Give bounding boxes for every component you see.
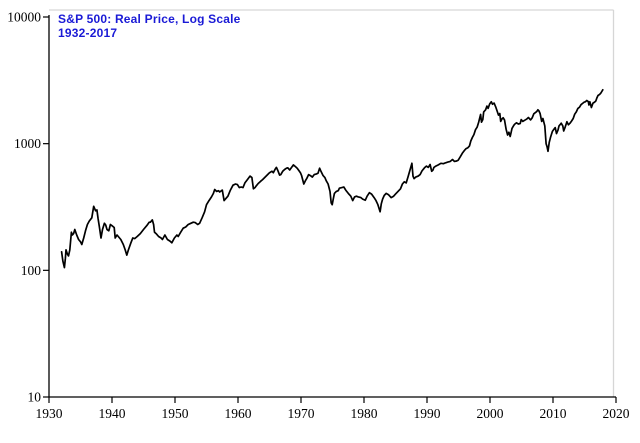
- x-tick-label-1960: 1960: [225, 406, 252, 421]
- x-tick-label-1990: 1990: [414, 406, 441, 421]
- x-tick-label-2010: 2010: [540, 406, 567, 421]
- x-tick-label-1970: 1970: [288, 406, 315, 421]
- x-tick-label-1930: 1930: [36, 406, 63, 421]
- y-tick-label-100: 100: [21, 263, 42, 278]
- y-tick-label-10000: 10000: [7, 10, 41, 25]
- x-tick-label-2020: 2020: [603, 406, 630, 421]
- chart-title-line1: S&P 500: Real Price, Log Scale: [58, 12, 241, 26]
- chart-title-block: S&P 500: Real Price, Log Scale 1932-2017: [58, 12, 241, 40]
- chart-title-line2: 1932-2017: [58, 26, 118, 40]
- x-tick-label-2000: 2000: [477, 406, 504, 421]
- x-tick-label-1940: 1940: [99, 406, 126, 421]
- y-tick-label-10: 10: [28, 390, 42, 405]
- price-line-series-0: [60, 88, 604, 269]
- x-tick-label-1950: 1950: [162, 406, 189, 421]
- y-tick-label-1000: 1000: [14, 136, 41, 151]
- x-tick-label-1980: 1980: [351, 406, 378, 421]
